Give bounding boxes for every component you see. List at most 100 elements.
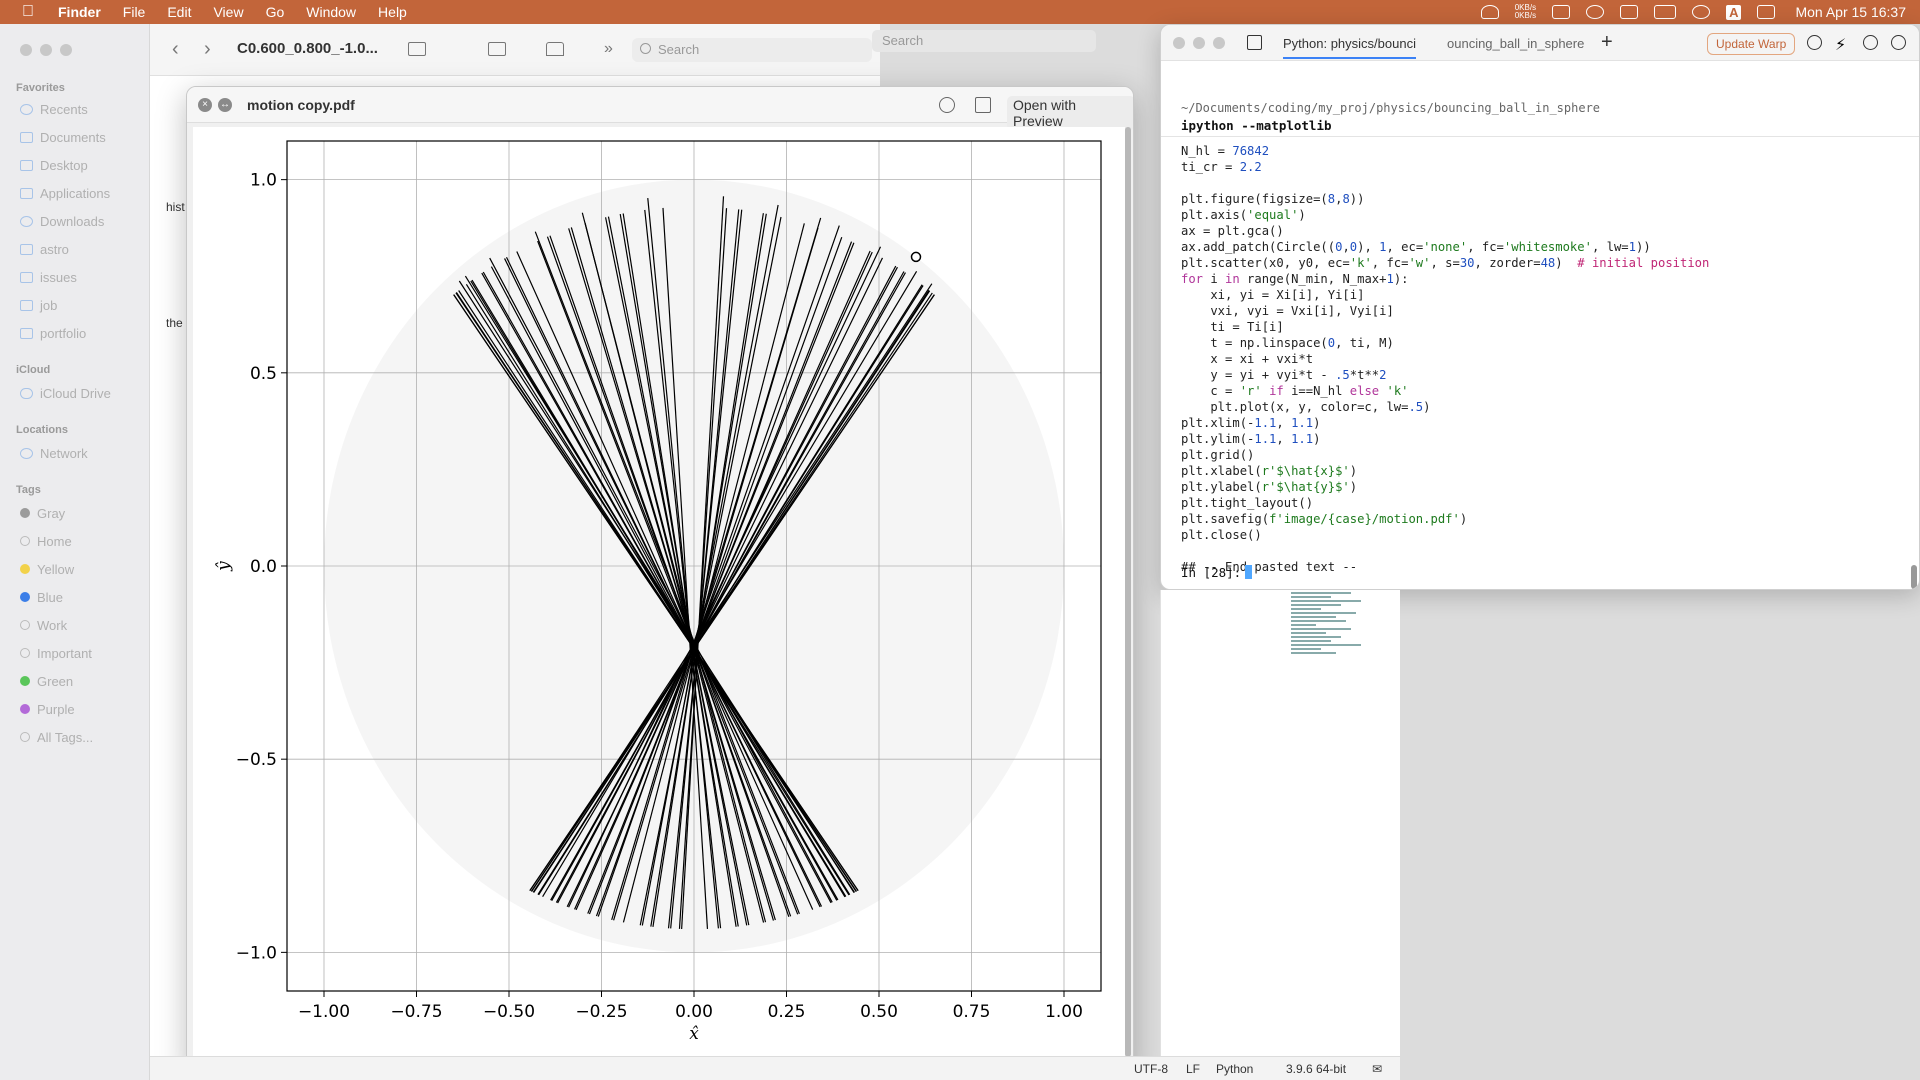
sidebar-item-desktop[interactable]: Desktop <box>20 156 88 174</box>
trajectory-line <box>622 223 805 923</box>
menu-bar:  Finder File Edit View Go Window Help 0… <box>0 0 1920 24</box>
close-icon[interactable]: × <box>198 98 212 112</box>
finder-toolbar: ‹ › C0.600_0.800_-1.0... » Search <box>150 24 880 76</box>
trajectory-line <box>597 225 840 917</box>
input-source[interactable]: A <box>1726 4 1742 20</box>
tag-dot-icon <box>20 648 30 658</box>
sidebar-item-recents[interactable]: Recents <box>20 100 88 118</box>
view-grid-icon[interactable] <box>408 42 426 56</box>
x-tick-label: 1.00 <box>1045 1002 1083 1022</box>
fullscreen-icon[interactable]: ↔ <box>218 98 232 112</box>
document-icon <box>20 131 33 143</box>
search-icon[interactable] <box>1807 35 1822 50</box>
status-interpreter[interactable]: 3.9.6 64-bit <box>1286 1062 1347 1076</box>
menu-window[interactable]: Window <box>306 4 357 20</box>
sidebar-item-documents[interactable]: Documents <box>20 128 106 146</box>
status-language[interactable]: Python <box>1216 1062 1254 1076</box>
finder-window-title: C0.600_0.800_-1.0... <box>237 40 378 57</box>
sidebar-item-network[interactable]: Network <box>20 444 88 462</box>
sidebar-item-astro[interactable]: astro <box>20 240 69 258</box>
apple-menu-icon[interactable]:  <box>18 3 38 21</box>
pasted-code: N_hl = 76842 ti_cr = 2.2 plt.figure(figs… <box>1181 144 1710 574</box>
open-with-preview-button[interactable]: Open with Preview <box>1007 96 1133 130</box>
sidebar-item-downloads[interactable]: Downloads <box>20 212 104 230</box>
sidebar-item-issues[interactable]: issues <box>20 268 77 286</box>
sidebar-tag-green[interactable]: Green <box>20 672 73 690</box>
tag-dot-icon <box>20 620 30 630</box>
menu-app-finder[interactable]: Finder <box>58 4 101 20</box>
menu-file[interactable]: File <box>122 4 146 20</box>
sidebar-tag-purple[interactable]: Purple <box>20 700 75 718</box>
sidebar-tag-home[interactable]: Home <box>20 532 72 550</box>
menubar-clock[interactable]: Mon Apr 15 16:37 <box>1795 4 1906 20</box>
sidebar-tag-all[interactable]: All Tags... <box>20 728 93 746</box>
bolt-icon[interactable]: ⚡ <box>1835 37 1847 54</box>
behind-window-search[interactable]: Search <box>872 30 1096 52</box>
finder-traffic-lights[interactable] <box>20 44 72 56</box>
search-icon <box>640 43 651 54</box>
status-encoding[interactable]: UTF-8 <box>1134 1062 1168 1076</box>
trajectory-line <box>587 242 855 914</box>
bell-icon[interactable]: ✉ <box>1372 1062 1383 1076</box>
quicklook-scrollbar[interactable] <box>1125 127 1131 1067</box>
trajectory-line <box>537 285 924 895</box>
trajectory-line <box>464 275 851 896</box>
trajectory-line <box>550 272 906 901</box>
back-icon[interactable]: ‹ <box>172 38 179 60</box>
menu-view[interactable]: View <box>213 4 244 20</box>
more-chevron-icon[interactable]: » <box>604 40 613 57</box>
y-tick-label: 0.0 <box>250 557 277 577</box>
trajectory-line <box>641 204 779 926</box>
book-icon[interactable] <box>1247 35 1262 50</box>
control-center-icon[interactable] <box>1757 5 1776 19</box>
battery-icon[interactable] <box>1654 5 1677 19</box>
forward-icon[interactable]: › <box>204 38 211 60</box>
group-icon[interactable] <box>488 42 506 56</box>
minimap[interactable] <box>1291 590 1371 700</box>
update-warp-button[interactable]: Update Warp <box>1707 33 1796 55</box>
cloud-icon <box>20 387 33 399</box>
file-label-fragment[interactable]: hist <box>166 200 185 214</box>
sidebar-tag-yellow[interactable]: Yellow <box>20 560 74 578</box>
y-tick-label: −0.5 <box>236 750 277 770</box>
tab-python-physics[interactable]: Python: physics/bounci <box>1283 36 1416 59</box>
quicklook-title: motion copy.pdf <box>247 97 355 113</box>
tab-bouncing-ball[interactable]: ouncing_ball_in_sphere <box>1447 36 1585 51</box>
new-tab-icon[interactable]: + <box>1601 31 1613 53</box>
sidebar-item-icloud-drive[interactable]: iCloud Drive <box>20 384 111 402</box>
x-tick-label: −1.00 <box>298 1002 350 1022</box>
sidebar-item-applications[interactable]: Applications <box>20 184 110 202</box>
x-axis-label: x̂ <box>689 1024 699 1044</box>
share-icon[interactable] <box>975 97 991 113</box>
sidebar-tag-gray[interactable]: Gray <box>20 504 65 522</box>
wechat-icon[interactable] <box>1586 5 1605 19</box>
warp-traffic-lights[interactable] <box>1173 37 1225 49</box>
sidebar-tag-important[interactable]: Important <box>20 644 92 662</box>
quicklook-window: × ↔ motion copy.pdf Open with Preview −1… <box>186 86 1134 1074</box>
finder-search-input[interactable]: Search <box>632 38 872 62</box>
x-tick-label: 0.25 <box>768 1002 806 1022</box>
gear-icon[interactable] <box>1891 35 1906 50</box>
terminal-scrollbar[interactable] <box>1911 565 1917 589</box>
markup-icon[interactable] <box>939 97 955 113</box>
cat-icon[interactable] <box>1480 5 1499 19</box>
y-tick-label: 1.0 <box>250 171 277 191</box>
status-eol[interactable]: LF <box>1186 1062 1201 1076</box>
sidebar-tag-work[interactable]: Work <box>20 616 67 634</box>
terminal-output[interactable]: ~/Documents/coding/my_proj/physics/bounc… <box>1161 61 1919 589</box>
lightbulb-icon[interactable] <box>1863 35 1878 50</box>
menu-edit[interactable]: Edit <box>167 4 192 20</box>
pen-icon[interactable] <box>1552 5 1571 19</box>
y-tick-label: 0.5 <box>250 364 277 384</box>
terminal-prompt[interactable]: In [28]: <box>1181 565 1253 580</box>
sidebar-item-portfolio[interactable]: portfolio <box>20 324 86 342</box>
wps-icon[interactable] <box>1620 5 1639 19</box>
airplay-icon[interactable] <box>1692 5 1711 19</box>
menu-go[interactable]: Go <box>265 4 285 20</box>
sidebar-item-job[interactable]: job <box>20 296 57 314</box>
share-icon[interactable] <box>546 42 564 56</box>
file-label-fragment[interactable]: the <box>166 316 183 330</box>
trajectory-line <box>549 235 790 917</box>
menu-help[interactable]: Help <box>378 4 407 20</box>
sidebar-tag-blue[interactable]: Blue <box>20 588 63 606</box>
